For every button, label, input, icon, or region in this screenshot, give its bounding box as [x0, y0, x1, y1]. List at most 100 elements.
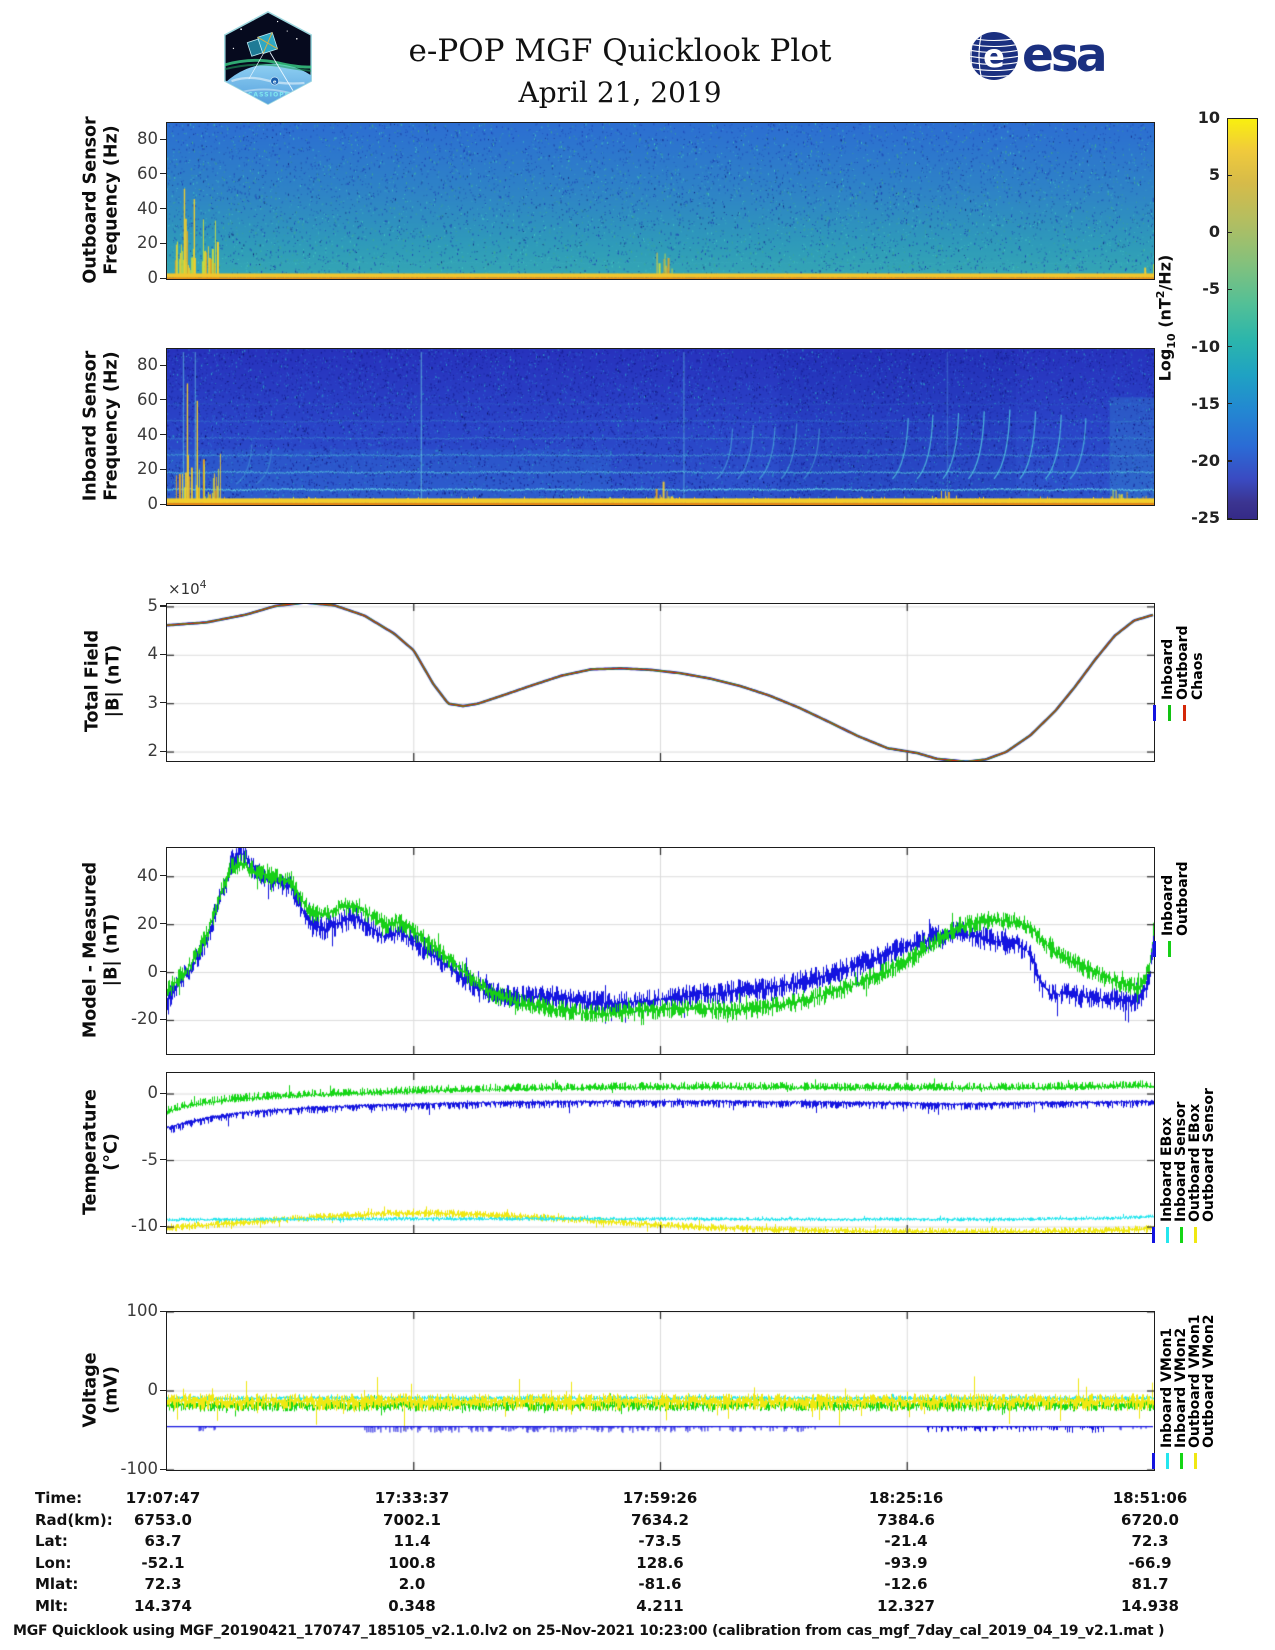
- y-tick-label: 5: [147, 595, 159, 615]
- y-tick-label: 60: [137, 163, 158, 183]
- info-value: -93.9: [884, 1554, 928, 1572]
- info-value: 14.374: [134, 1597, 192, 1615]
- svg-text:e: e: [983, 37, 1005, 75]
- colorbar-tick-label: 0: [1208, 222, 1220, 242]
- colorbar-tick-mark: [1227, 231, 1232, 233]
- y-tick-label: 60: [137, 389, 158, 409]
- cassiope-mission-patch: e CASSIOPE: [224, 11, 312, 105]
- esa-globe-icon: e: [970, 31, 1018, 80]
- page-title-block: e-POP MGF Quicklook Plot April 21, 2019: [280, 33, 960, 109]
- info-value: 6753.0: [134, 1511, 192, 1529]
- info-value: 17:59:26: [622, 1489, 698, 1507]
- info-row-label: Time:: [35, 1489, 83, 1507]
- inboard-spectrogram-canvas: [167, 349, 1154, 505]
- colorbar-tick-mark: [1227, 517, 1232, 519]
- legend-swatch: [1168, 941, 1171, 957]
- page-date: April 21, 2019: [518, 75, 722, 109]
- info-value: 7384.6: [877, 1511, 935, 1529]
- info-value: -81.6: [638, 1575, 682, 1593]
- info-value: 18:51:06: [1112, 1489, 1188, 1507]
- y-tick-mark: [160, 1159, 166, 1161]
- info-value: 7002.1: [383, 1511, 441, 1529]
- y-tick-label: 3: [147, 692, 159, 712]
- legend-swatch: [1153, 705, 1156, 721]
- colorbar-tick-label: -25: [1191, 508, 1220, 527]
- info-value: 12.327: [877, 1597, 935, 1615]
- legend-label-inboard: Inboard: [1160, 638, 1176, 700]
- y-tick-mark: [160, 277, 166, 279]
- legend-label-outboard: Outboard: [1175, 625, 1191, 700]
- model-measured-canvas: [167, 848, 1154, 1054]
- legend-swatch: [1166, 1453, 1169, 1469]
- colorbar-tick-label: -5: [1202, 279, 1220, 299]
- colorbar-tick-mark: [1227, 117, 1232, 119]
- y-tick-label: 80: [137, 129, 158, 149]
- legend-swatch: [1152, 1453, 1155, 1469]
- y-tick-mark: [160, 875, 166, 877]
- y-tick-mark: [160, 242, 166, 244]
- y-tick-mark: [160, 138, 166, 140]
- y-tick-mark: [160, 653, 166, 655]
- legend-swatch: [1183, 705, 1186, 721]
- y-tick-mark: [160, 208, 166, 210]
- y-tick-mark: [160, 399, 166, 401]
- legend-swatch: [1194, 1453, 1197, 1469]
- info-value: 17:07:47: [125, 1489, 201, 1507]
- y-tick-label: 20: [137, 459, 158, 479]
- page-title: e-POP MGF Quicklook Plot: [408, 33, 832, 69]
- info-row-label: Mlt:: [35, 1597, 69, 1615]
- y-tick-label: 0: [147, 1083, 159, 1102]
- y-tick-label: 20: [137, 913, 158, 933]
- legend-label-outboard: Outboard: [1175, 861, 1191, 936]
- colorbar-tick-label: 5: [1208, 165, 1220, 185]
- info-value: 18:25:16: [868, 1489, 944, 1507]
- y-tick-label: 2: [147, 741, 159, 761]
- info-value: 63.7: [144, 1532, 182, 1550]
- legend-swatch: [1153, 941, 1156, 957]
- info-row-label: Mlat:: [35, 1575, 79, 1593]
- info-value: 14.938: [1121, 1597, 1179, 1615]
- colorbar-tick-label: -10: [1191, 336, 1220, 356]
- footer-provenance: MGF Quicklook using MGF_20190421_170747_…: [13, 1623, 1165, 1639]
- voltage-canvas: [167, 1312, 1154, 1470]
- y-tick-mark: [160, 434, 166, 436]
- legend-swatch: [1168, 705, 1171, 721]
- esa-wordmark: esa: [1022, 28, 1108, 83]
- info-value: -52.1: [141, 1554, 185, 1572]
- y-tick-mark: [160, 923, 166, 925]
- info-value: -73.5: [638, 1532, 682, 1550]
- y-tick-label: -5: [141, 1149, 158, 1169]
- info-value: 0.348: [388, 1597, 436, 1615]
- y-tick-label: 0: [147, 268, 159, 287]
- info-value: -66.9: [1128, 1554, 1172, 1572]
- colorbar-tick-mark: [1227, 174, 1232, 176]
- total-field-canvas: [167, 604, 1154, 761]
- y-tick-label: -100: [120, 1459, 158, 1478]
- legend-label-chaos: Chaos: [1190, 652, 1206, 700]
- y-tick-mark: [160, 364, 166, 366]
- legend-swatch: [1180, 1453, 1183, 1469]
- y-tick-label: 20: [137, 233, 158, 253]
- y-tick-mark: [160, 468, 166, 470]
- total-field-scale-note: ×104: [168, 578, 207, 598]
- y-tick-mark: [160, 173, 166, 175]
- colorbar-tick-label: -20: [1191, 450, 1220, 470]
- y-tick-label: 40: [137, 424, 158, 444]
- info-value: 17:33:37: [374, 1489, 450, 1507]
- y-tick-mark: [160, 702, 166, 704]
- y-tick-label: 0: [147, 961, 159, 981]
- y-tick-mark: [160, 1389, 166, 1391]
- legend-label-outboard-sensor: Outboard Sensor: [1201, 1088, 1217, 1222]
- info-value: 72.3: [144, 1575, 182, 1593]
- info-value: 2.0: [398, 1575, 426, 1593]
- colorbar-tick-label: -15: [1191, 393, 1220, 413]
- colorbar-tick-mark: [1227, 403, 1232, 405]
- y-tick-mark: [160, 1225, 166, 1227]
- info-value: 100.8: [388, 1554, 436, 1572]
- legend-label-outboard-vmon2: Outboard VMon2: [1201, 1314, 1217, 1448]
- temperature-canvas: [167, 1073, 1154, 1233]
- y-tick-mark: [160, 1092, 166, 1094]
- info-value: -12.6: [884, 1575, 928, 1593]
- y-tick-label: 4: [147, 644, 159, 664]
